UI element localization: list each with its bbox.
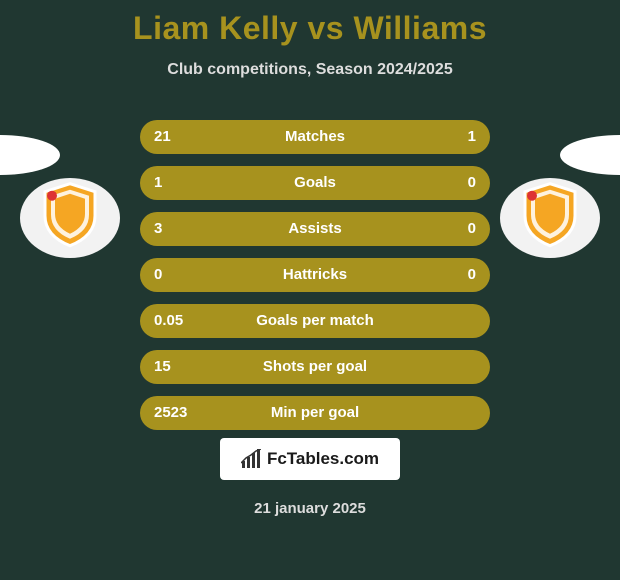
stat-label: Hattricks — [140, 258, 490, 292]
page-subtitle: Club competitions, Season 2024/2025 — [0, 61, 620, 79]
decor-ellipse-right — [560, 135, 620, 175]
brand-label: FcTables.com — [267, 449, 379, 469]
stat-value-right: 1 — [454, 120, 490, 154]
footer-date: 21 january 2025 — [0, 500, 620, 517]
stat-value-left: 1 — [140, 166, 176, 200]
stat-row: Hattricks0 0 — [140, 258, 490, 292]
stat-row: Shots per goal15 — [140, 350, 490, 384]
page-title: Liam Kelly vs Williams — [0, 0, 620, 47]
stat-value-left: 3 — [140, 212, 176, 246]
stat-value-left: 15 — [140, 350, 185, 384]
stat-value-right: 0 — [454, 212, 490, 246]
stat-value-right — [462, 350, 490, 384]
shield-icon — [40, 182, 100, 248]
stat-label: Shots per goal — [140, 350, 490, 384]
stat-label: Assists — [140, 212, 490, 246]
stat-row: Goals per match0.05 — [140, 304, 490, 338]
brand-badge: FcTables.com — [220, 438, 400, 480]
stat-row: Matches21 1 — [140, 120, 490, 154]
stat-row: Goals1 0 — [140, 166, 490, 200]
stat-label: Matches — [140, 120, 490, 154]
stat-value-right: 0 — [454, 258, 490, 292]
stat-value-right — [462, 304, 490, 338]
stat-value-left: 0 — [140, 258, 176, 292]
team-badge-right — [500, 178, 600, 258]
chart-icon — [241, 449, 261, 469]
shield-icon — [520, 182, 580, 248]
stat-value-left: 2523 — [140, 396, 201, 430]
team-badge-left — [20, 178, 120, 258]
stat-label: Goals — [140, 166, 490, 200]
stat-row: Min per goal2523 — [140, 396, 490, 430]
decor-ellipse-left — [0, 135, 60, 175]
comparison-infographic: Liam Kelly vs Williams Club competitions… — [0, 0, 620, 580]
stat-value-right — [462, 396, 490, 430]
stat-value-left: 21 — [140, 120, 185, 154]
stat-value-right: 0 — [454, 166, 490, 200]
stats-rows: Matches211Goals10Assists30Hattricks00Goa… — [140, 120, 490, 442]
stat-row: Assists3 0 — [140, 212, 490, 246]
stat-value-left: 0.05 — [140, 304, 197, 338]
